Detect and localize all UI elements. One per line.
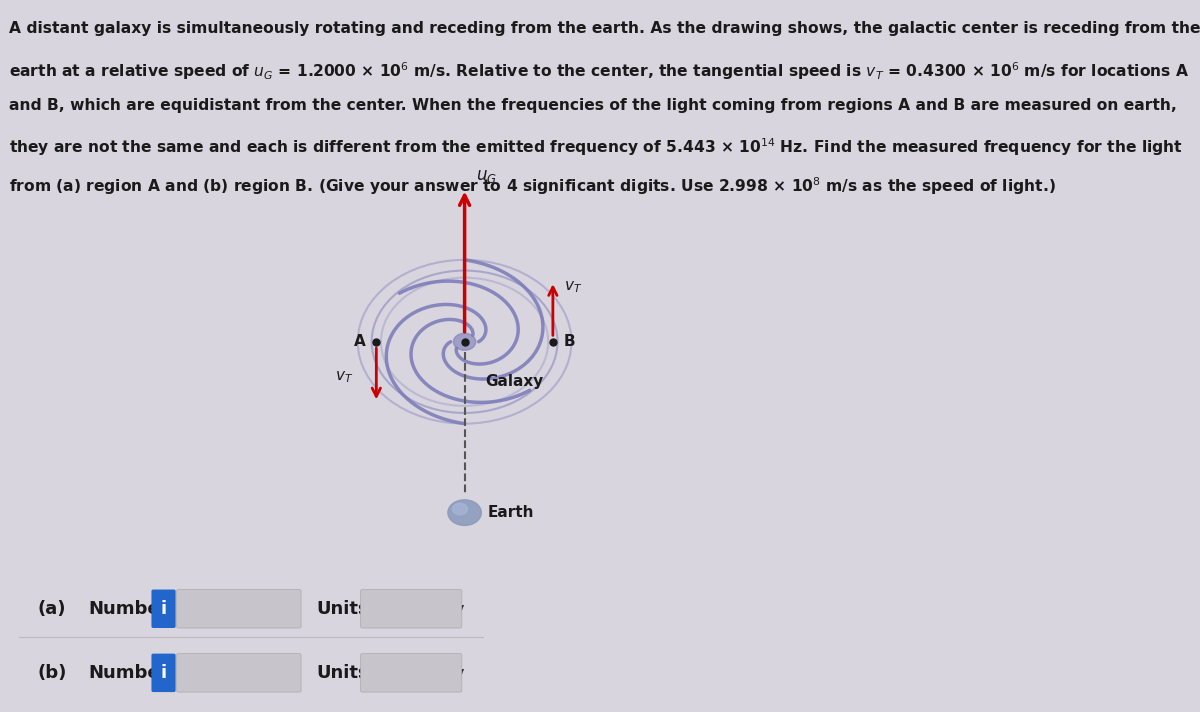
Circle shape <box>454 333 475 350</box>
Circle shape <box>452 503 467 515</box>
Text: Number: Number <box>89 600 169 618</box>
Text: from (a) region A and (b) region B. (Give your answer to 4 significant digits. U: from (a) region A and (b) region B. (Giv… <box>10 175 1056 197</box>
FancyBboxPatch shape <box>151 590 175 628</box>
FancyBboxPatch shape <box>360 654 462 692</box>
FancyBboxPatch shape <box>176 590 301 628</box>
Text: B: B <box>564 334 576 350</box>
Text: (a): (a) <box>37 600 66 618</box>
Text: $u_G$: $u_G$ <box>475 167 497 185</box>
FancyBboxPatch shape <box>176 654 301 692</box>
FancyBboxPatch shape <box>151 654 175 692</box>
Text: A distant galaxy is simultaneously rotating and receding from the earth. As the : A distant galaxy is simultaneously rotat… <box>10 21 1200 36</box>
FancyBboxPatch shape <box>360 590 462 628</box>
Text: i: i <box>161 600 167 618</box>
Text: they are not the same and each is different from the emitted frequency of 5.443 : they are not the same and each is differ… <box>10 137 1183 158</box>
Text: earth at a relative speed of $u_G$ = 1.2000 × 10$^6$ m/s. Relative to the center: earth at a relative speed of $u_G$ = 1.2… <box>10 60 1189 81</box>
Text: Units: Units <box>316 664 368 682</box>
Text: Galaxy: Galaxy <box>485 374 544 389</box>
Text: A: A <box>354 334 365 350</box>
Circle shape <box>448 500 481 525</box>
Text: and B, which are equidistant from the center. When the frequencies of the light : and B, which are equidistant from the ce… <box>10 98 1177 113</box>
Text: (b): (b) <box>37 664 66 682</box>
Text: v: v <box>456 666 464 679</box>
Text: i: i <box>161 664 167 682</box>
Text: Earth: Earth <box>488 505 534 520</box>
Text: Units: Units <box>316 600 368 618</box>
Text: Number: Number <box>89 664 169 682</box>
Text: $v_T$: $v_T$ <box>335 370 353 385</box>
Text: v: v <box>456 602 464 615</box>
Text: $v_T$: $v_T$ <box>564 280 582 295</box>
